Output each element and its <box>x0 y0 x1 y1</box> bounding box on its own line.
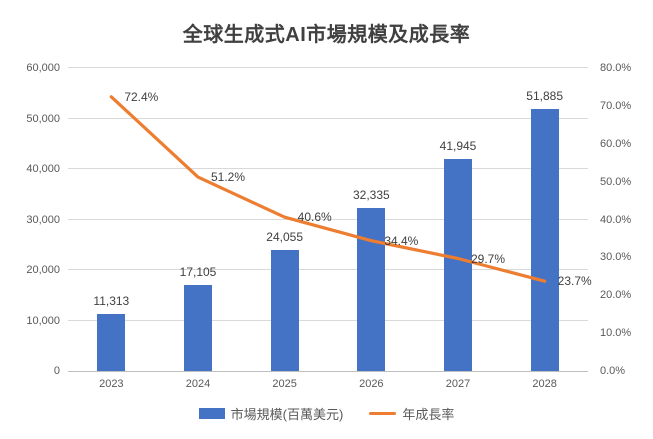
bar <box>530 108 559 371</box>
left-axis-tick: 0 <box>53 365 60 377</box>
bar-value-label: 41,945 <box>439 139 477 154</box>
line-value-label: 34.4% <box>384 233 419 248</box>
x-axis-tick: 2027 <box>445 378 471 390</box>
bar <box>97 313 126 371</box>
gridline <box>68 269 588 270</box>
left-axis-tick: 40,000 <box>26 163 60 175</box>
right-axis-tick: 10.0% <box>600 327 632 340</box>
x-axis-tick: 2026 <box>359 378 384 390</box>
right-axis-tick: 40.0% <box>600 213 632 226</box>
right-axis-tick: 20.0% <box>600 289 632 302</box>
gridline <box>68 319 588 321</box>
x-axis-tick: 2024 <box>185 378 211 390</box>
line-value-label: 51.2% <box>211 170 246 185</box>
right-axis-tick: 80.0% <box>600 62 632 74</box>
plot-area: 11,313 17,105 24,055 32,335 41,945 51,885 72.4… <box>68 67 592 372</box>
line-value-label: 23.7% <box>557 274 592 289</box>
legend: 市場規模(百萬美元) 年成長率 <box>0 403 653 423</box>
line-series-swatch-icon <box>369 411 397 415</box>
bar <box>444 159 472 371</box>
line-value-label: 72.4% <box>124 89 159 104</box>
bar <box>184 284 212 371</box>
growth-rate-polyline <box>109 95 547 283</box>
left-axis-tick: 60,000 <box>26 62 60 74</box>
line-value-label: 40.6% <box>297 210 332 225</box>
bar-value-label: 32,335 <box>352 187 390 202</box>
left-axis-tick: 10,000 <box>26 314 60 327</box>
x-axis-tick: 2028 <box>532 378 557 390</box>
legend-item-growth-rate: 年成長率 <box>369 404 454 423</box>
gridline <box>68 67 588 68</box>
bar <box>270 249 299 371</box>
right-axis-tick: 70.0% <box>600 99 632 112</box>
bar-value-label: 51,885 <box>526 88 564 103</box>
right-axis-tick: 0.0% <box>600 365 626 377</box>
left-axis-tick: 50,000 <box>26 112 60 125</box>
gridline <box>68 218 588 220</box>
bar-value-label: 11,313 <box>93 293 130 308</box>
bar-series-swatch-icon <box>198 407 225 419</box>
legend-item-market-size: 市場規模(百萬美元) <box>198 404 344 423</box>
chart-title: 全球生成式AI市場規模及成長率 <box>182 24 471 46</box>
x-axis-line <box>68 371 588 372</box>
right-axis-tick: 60.0% <box>600 137 632 150</box>
x-axis-tick: 2023 <box>99 378 124 390</box>
legend-label-market-size: 市場規模(百萬美元) <box>230 406 344 422</box>
line-value-label: 29.7% <box>471 251 506 266</box>
x-axis-tick: 2025 <box>272 378 297 390</box>
gridline <box>68 168 588 169</box>
growth-rate-line <box>109 95 547 283</box>
legend-label-growth-rate: 年成長率 <box>402 406 455 422</box>
left-axis-tick: 30,000 <box>26 213 60 226</box>
right-axis-tick: 50.0% <box>600 175 632 188</box>
right-axis-tick: 30.0% <box>600 251 632 264</box>
left-axis-tick: 20,000 <box>26 264 60 276</box>
bar-value-label: 17,105 <box>179 264 217 279</box>
gridline <box>68 117 588 119</box>
bar <box>357 207 386 371</box>
bar-value-label: 24,055 <box>266 229 304 244</box>
